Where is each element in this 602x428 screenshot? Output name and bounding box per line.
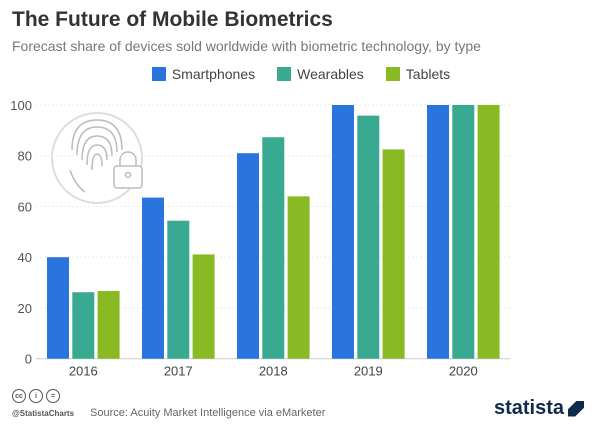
bar-wearables-2020 — [452, 105, 475, 359]
source-note: Source: Acuity Market Intelligence via e… — [90, 407, 326, 419]
bar-smartphones-2019 — [332, 105, 354, 359]
bar-tablets-2019 — [382, 149, 405, 359]
bar-wearables-2017 — [167, 220, 190, 359]
twitter-handle[interactable]: @StatistaCharts — [12, 409, 75, 418]
legend-label: Smartphones — [171, 66, 256, 82]
bar-smartphones-2020 — [427, 105, 449, 359]
bar-smartphones-2017 — [142, 197, 164, 359]
x-tick-label: 2018 — [259, 364, 288, 379]
x-tick-label: 2017 — [164, 364, 193, 379]
legend-item-smartphones: Smartphones — [151, 66, 256, 82]
y-tick-label: 100 — [10, 98, 32, 113]
x-tick-label: 2019 — [354, 364, 383, 379]
attribution-icon: i — [29, 389, 43, 403]
bar-tablets-2020 — [477, 105, 500, 359]
legend-swatch — [151, 67, 166, 81]
chart-title: The Future of Mobile Biometrics — [12, 8, 333, 31]
y-tick-label: 60 — [18, 199, 32, 214]
legend-swatch — [277, 67, 292, 81]
bar-smartphones-2016 — [47, 257, 69, 359]
logo-text: statista — [493, 397, 564, 419]
statista-logo[interactable]: statista — [494, 397, 584, 420]
bar-wearables-2018 — [262, 137, 285, 359]
y-tick-label: 0 — [25, 352, 32, 367]
cc-icon: cc — [12, 389, 26, 403]
y-tick-label: 40 — [18, 250, 32, 265]
y-tick-label: 80 — [18, 149, 32, 164]
legend: Smartphones Wearables Tablets — [0, 66, 602, 82]
legend-swatch — [385, 67, 400, 81]
x-tick-label: 2020 — [449, 364, 478, 379]
bar-tablets-2018 — [287, 196, 310, 359]
no-derivatives-icon: = — [46, 389, 60, 403]
bar-tablets-2017 — [192, 254, 215, 359]
fingerprint-lock-icon — [51, 112, 143, 204]
legend-label: Tablets — [405, 66, 451, 82]
bar-wearables-2019 — [357, 115, 380, 359]
license-icons: cc i = — [12, 389, 592, 403]
bar-tablets-2016 — [97, 290, 120, 359]
legend-item-wearables: Wearables — [277, 66, 364, 82]
x-tick-label: 2016 — [69, 364, 98, 379]
bar-wearables-2016 — [72, 292, 95, 359]
logo-mark-icon — [568, 400, 584, 417]
chart-subtitle: Forecast share of devices sold worldwide… — [12, 38, 481, 54]
legend-label: Wearables — [297, 66, 364, 82]
bar-smartphones-2018 — [237, 153, 259, 359]
footer: cc i = @StatistaCharts Source: Acuity Ma… — [12, 389, 592, 425]
legend-item-tablets: Tablets — [385, 66, 451, 82]
y-tick-label: 20 — [18, 301, 32, 316]
